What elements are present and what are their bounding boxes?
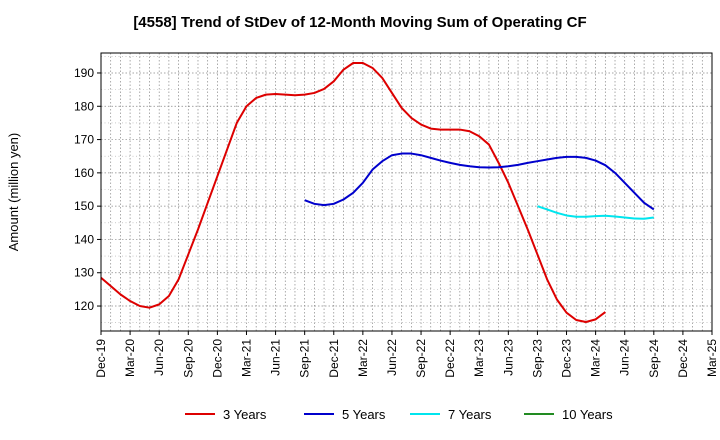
x-tick-label: Sep-22	[414, 339, 428, 378]
x-tick-label: Mar-24	[589, 339, 603, 377]
x-tick-label: Dec-24	[676, 339, 690, 378]
y-tick-label: 190	[74, 66, 94, 80]
x-axis: Dec-19 Mar-20 Jun-20 Sep-20 Dec-20 Mar-21 Jun-…	[94, 331, 719, 378]
y-tick-label: 140	[74, 232, 94, 246]
y-axis-label: Amount (million yen)	[6, 133, 21, 252]
legend: 3 Years 5 Years 7 Years 10 Years	[185, 407, 613, 422]
x-tick-label: Mar-22	[356, 339, 370, 377]
x-tick-label: Mar-25	[705, 339, 719, 377]
y-tick-label: 150	[74, 199, 94, 213]
series-line-5-years	[304, 152, 655, 211]
x-tick-label: Dec-20	[210, 339, 224, 378]
y-tick-label: 180	[74, 99, 94, 113]
y-tick-label: 130	[74, 266, 94, 280]
x-tick-label: Jun-20	[152, 339, 166, 376]
legend-label: 10 Years	[562, 407, 613, 422]
x-tick-label: Jun-24	[618, 339, 632, 376]
legend-label: 7 Years	[448, 407, 492, 422]
x-tick-label: Sep-23	[530, 339, 544, 378]
grid	[101, 53, 712, 331]
x-tick-label: Jun-23	[501, 339, 515, 376]
x-tick-label: Sep-24	[647, 339, 661, 378]
x-tick-label: Mar-21	[239, 339, 253, 377]
x-tick-label: Sep-20	[181, 339, 195, 378]
x-tick-label: Dec-22	[443, 339, 457, 378]
series-line-3-years	[100, 61, 606, 324]
x-tick-label: Mar-23	[472, 339, 486, 377]
x-tick-label: Dec-19	[94, 339, 108, 378]
x-tick-label: Jun-21	[269, 339, 283, 376]
x-tick-label: Dec-21	[327, 339, 341, 378]
y-tick-label: 170	[74, 133, 94, 147]
series-lines	[100, 61, 655, 324]
chart-title: [4558] Trend of StDev of 12-Month Moving…	[133, 14, 587, 31]
legend-label: 3 Years	[223, 407, 267, 422]
x-tick-label: Dec-23	[560, 339, 574, 378]
x-tick-label: Sep-21	[298, 339, 312, 378]
legend-label: 5 Years	[342, 407, 386, 422]
y-tick-label: 120	[74, 299, 94, 313]
x-tick-label: Jun-22	[385, 339, 399, 376]
x-tick-label: Mar-20	[123, 339, 137, 377]
series-line-7-years	[537, 205, 654, 220]
y-tick-label: 160	[74, 166, 94, 180]
y-axis: 120 130 140 150 160 170 180 190	[74, 66, 101, 313]
plot-area-frame	[100, 52, 713, 332]
